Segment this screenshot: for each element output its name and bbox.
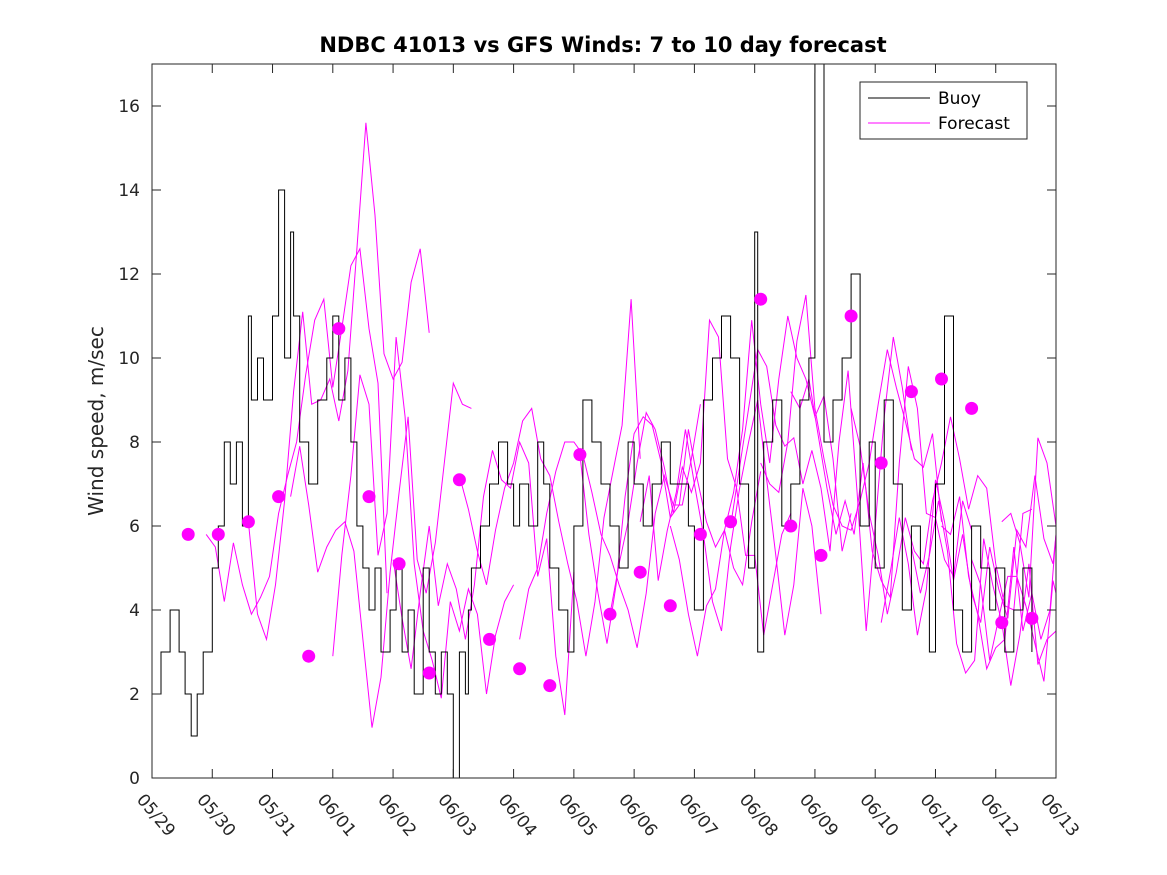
plot-area [152, 64, 1056, 778]
forecast-marker-25 [904, 385, 918, 399]
forecast-line-3 [290, 381, 472, 728]
y-tick-label-12: 12 [118, 265, 140, 285]
forecast-series [205, 122, 1057, 728]
x-tick-label-6: 06/04 [494, 790, 541, 840]
forecast-marker-7 [362, 490, 376, 504]
forecast-marker-1 [181, 527, 195, 541]
y-tick-label-0: 0 [129, 769, 140, 789]
buoy-series [152, 63, 1033, 779]
forecast-line-20 [1001, 437, 1057, 598]
forecast-marker-22 [814, 548, 828, 562]
y-tick-label-8: 8 [129, 433, 140, 453]
x-tick-label-3: 06/01 [313, 790, 360, 840]
forecast-marker-6 [332, 322, 346, 336]
forecast-marker-10 [452, 473, 466, 487]
buoy-line [152, 63, 1033, 779]
forecast-marker-21 [784, 519, 798, 533]
forecast-line-10 [639, 399, 822, 636]
legend: Buoy Forecast [859, 81, 1028, 140]
forecast-marker-23 [844, 309, 858, 323]
forecast-marker-3 [241, 515, 255, 529]
x-tick-label-8: 06/06 [614, 790, 661, 840]
x-tick-label-9: 06/07 [675, 790, 722, 840]
forecast-marker-9 [422, 666, 436, 680]
forecast-line-9 [609, 318, 792, 636]
forecast-marker-28 [995, 616, 1009, 630]
forecast-marker-19 [724, 515, 738, 529]
x-tick-label-0: 05/29 [132, 790, 179, 840]
y-axis-label: Wind speed, m/sec [84, 326, 108, 516]
y-tick-label-16: 16 [118, 97, 140, 117]
forecast-marker-15 [603, 607, 617, 621]
x-tick-label-14: 06/12 [976, 790, 1023, 840]
y-axis: 0 2 4 6 8 10 12 14 16 [118, 97, 1056, 789]
forecast-marker-27 [965, 401, 979, 415]
y-tick-label-2: 2 [129, 685, 140, 705]
forecast-marker-4 [272, 490, 286, 504]
x-tick-label-11: 06/09 [795, 790, 842, 840]
x-tick-label-7: 06/05 [554, 790, 601, 840]
forecast-marker-14 [573, 448, 587, 462]
plot-frame [151, 63, 1057, 779]
forecast-marker-12 [513, 662, 527, 676]
x-tick-label-4: 06/02 [373, 790, 420, 840]
forecast-markers [181, 292, 1039, 693]
y-tick-label-6: 6 [129, 517, 140, 537]
forecast-marker-11 [483, 632, 496, 646]
forecast-line-14 [790, 366, 973, 600]
x-tick-label-5: 06/03 [433, 790, 480, 840]
forecast-marker-8 [392, 557, 406, 571]
x-tick-label-2: 05/31 [253, 790, 300, 840]
legend-label-forecast: Forecast [938, 114, 1010, 134]
forecast-line-18 [941, 496, 1057, 671]
forecast-line-15 [850, 408, 1033, 615]
forecast-marker-13 [543, 679, 557, 693]
x-tick-label-13: 06/11 [916, 790, 963, 840]
y-tick-label-10: 10 [118, 349, 140, 369]
forecast-line-19 [971, 559, 1057, 682]
forecast-marker-20 [754, 292, 768, 306]
forecast-marker-29 [1025, 611, 1039, 625]
forecast-marker-18 [693, 527, 707, 541]
forecast-marker-2 [211, 527, 225, 541]
forecast-line-13 [760, 294, 942, 531]
y-tick-label-4: 4 [129, 601, 140, 621]
forecast-marker-16 [633, 565, 647, 579]
legend-box [859, 81, 1028, 140]
x-tick-label-12: 06/10 [855, 790, 902, 840]
forecast-line-12 [730, 336, 912, 632]
x-tick-label-1: 05/30 [192, 790, 239, 840]
forecast-marker-26 [935, 372, 948, 386]
forecast-marker-5 [302, 649, 316, 663]
legend-label-buoy: Buoy [938, 89, 981, 109]
chart-title: NDBC 41013 vs GFS Winds: 7 to 10 day for… [319, 33, 886, 57]
forecast-marker-17 [663, 599, 677, 613]
y-tick-label-14: 14 [118, 181, 140, 201]
x-tick-label-15: 06/13 [1036, 790, 1083, 840]
x-tick-label-10: 06/08 [735, 790, 782, 840]
forecast-line-11 [669, 315, 852, 657]
forecast-marker-24 [874, 456, 888, 470]
